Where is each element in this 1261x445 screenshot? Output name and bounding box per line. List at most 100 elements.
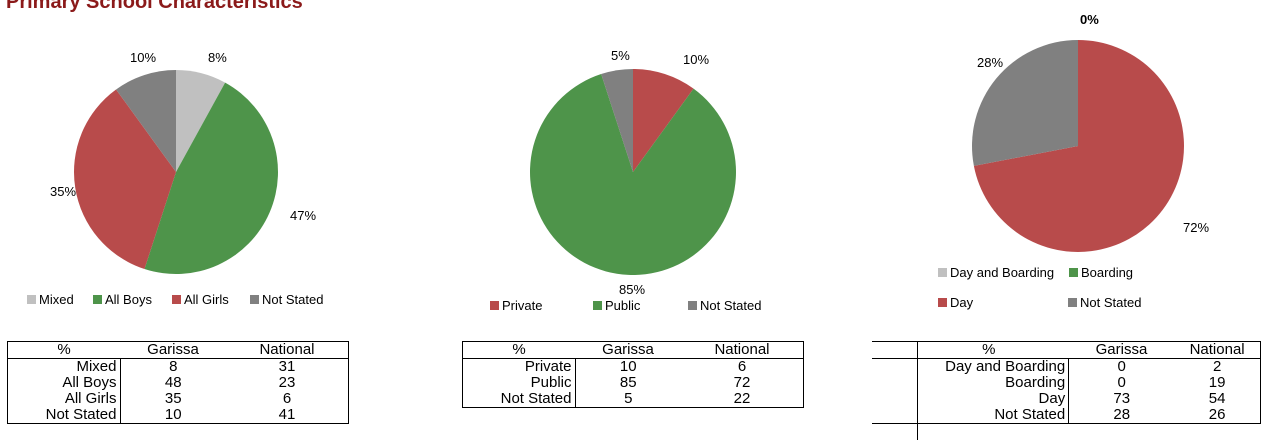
legend-label: Day and Boarding [950,265,1055,280]
table-row: Day and Boarding 0 2 [872,358,1261,375]
legend-swatch [1069,268,1078,277]
legend-item-public: Public [593,298,640,313]
table-row: Mixed 8 31 [7,358,349,375]
data-label-all-girls: 35% [50,184,76,199]
row-label: Public [462,375,576,391]
pie-slice-all-boys [144,82,278,275]
legend-label: Not Stated [262,292,324,307]
table-header-row: % Garissa National [462,341,804,359]
legend-swatch [93,295,102,304]
legend-item-boarding: Boarding [1069,265,1133,280]
garissa-value: 35 [164,390,182,407]
pie-chart-boarding: 0% 72% 28% [972,12,1209,252]
row-label: Not Stated [7,407,121,424]
table-header: % [872,341,1069,440]
legend-swatch [250,295,259,304]
legend-swatch [688,301,697,310]
data-table-boarding: % Garissa National Day and Boarding 0 2 … [872,341,1261,440]
national-value: 31 [226,358,349,375]
legend-label: Boarding [1081,265,1134,280]
table-header: National [1174,341,1261,359]
legend-label: Public [605,298,641,313]
pie-slice-not-stated [972,40,1078,166]
pie-slice-all-girls [74,89,176,270]
row-label: All Girls [7,391,121,407]
legend-swatch [938,268,947,277]
garissa-value: 0 [1117,358,1126,375]
garissa-value: 0 [1117,374,1126,391]
legend-item-day: Day [938,295,973,310]
national-value: 26 [1174,407,1261,424]
legend-label: Not Stated [1080,295,1142,310]
data-label-not-stated: 5% [611,48,630,63]
legend-swatch [938,298,947,307]
legend-ownership: Private Public Not Stated [0,298,800,316]
table-header: National [226,341,349,359]
row-label: All Boys [7,375,121,391]
data-label-day: 72% [1183,220,1209,235]
data-label-not-stated: 28% [977,55,1003,70]
garissa-value: 8 [169,358,178,375]
national-value: 22 [681,391,804,408]
garissa-value: 28 [1068,407,1175,424]
garissa-value: 48 [164,374,182,391]
table-row: Not Stated 5 22 [462,391,804,408]
legend-item-day-and-boarding: Day and Boarding [938,265,1054,280]
row-label: Mixed [7,358,121,375]
table-header: National [681,341,804,359]
data-table-ownership: % Garissa National Private 10 6 Public 8… [462,341,804,408]
legend-item-all-girls: All Girls [172,292,229,307]
pie-chart-school-type: 8% 47% 35% 10% [50,50,316,275]
legend-label: Mixed [39,292,74,307]
legend-swatch [593,301,602,310]
table-header: % [462,341,575,359]
table-header: Garissa [575,341,681,359]
data-label-mixed: 8% [208,50,227,65]
row-label: Day [872,391,1070,407]
national-value: 54 [1174,391,1261,407]
pie-slice-mixed [176,70,226,172]
pie-slice-day [973,40,1185,252]
pie-slice-not-stated [116,70,176,172]
table-row: All Boys 48 23 [7,374,349,391]
table-row: Not Stated 28 26 [872,407,1261,424]
table-row: Boarding 0 19 [872,375,1261,391]
data-label-public: 85% [619,282,645,297]
legend-school-type: Mixed All Boys All Girls Not Stated [0,292,340,310]
garissa-value: 10 [120,407,226,424]
table-header-text: % [982,341,996,358]
legend-swatch [490,301,499,310]
pie-slice-public [529,74,736,275]
national-value: 6 [681,358,804,375]
legend-label: Private [502,298,543,313]
table-header-row: % Garissa National [7,341,349,359]
data-label-all-boys: 47% [290,208,316,223]
national-value: 41 [226,407,349,424]
legend-swatch [1068,298,1077,307]
legend-item-not-stated: Not Stated [688,298,761,313]
legend-label: Day [950,295,974,310]
legend-item-mixed: Mixed [27,292,74,307]
garissa-value: 10 [619,358,637,375]
page-title: Primary School Characteristics [6,0,303,13]
table-row: Day 73 54 [872,391,1261,407]
legend-swatch [27,295,36,304]
legend-label: All Boys [105,292,152,307]
legend-label: All Girls [184,292,229,307]
data-table-school-type: % Garissa National Mixed 8 31 All Boys 4… [7,341,349,424]
data-label-day-and-boarding: 0% [1080,12,1099,27]
table-row: Private 10 6 [462,358,804,375]
pie-slice-not-stated [601,69,633,172]
national-value: 19 [1174,375,1261,391]
table-header-row: % Garissa National [872,341,1261,440]
row-label: Not Stated [872,407,1070,424]
table-row: Not Stated 10 41 [7,407,349,424]
legend-item-not-stated: Not Stated [1068,295,1141,310]
national-value: 23 [226,375,349,391]
table-row: All Girls 35 6 [7,390,349,407]
row-label: Private [462,358,576,375]
garissa-value: 73 [1113,390,1131,407]
garissa-value: 5 [575,391,681,408]
legend-item-all-boys: All Boys [93,292,152,307]
row-label: Boarding [872,375,1070,391]
